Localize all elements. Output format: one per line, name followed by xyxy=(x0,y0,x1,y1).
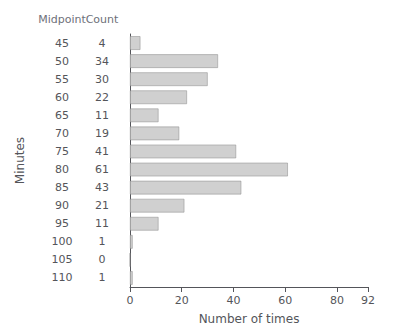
svg-text:11: 11 xyxy=(95,217,109,230)
svg-text:Number of times: Number of times xyxy=(199,312,300,326)
svg-text:95: 95 xyxy=(55,217,69,230)
svg-text:110: 110 xyxy=(52,271,73,284)
svg-text:20: 20 xyxy=(175,294,189,307)
svg-text:75: 75 xyxy=(55,145,69,158)
svg-text:Minutes: Minutes xyxy=(13,137,27,184)
svg-text:80: 80 xyxy=(330,294,344,307)
svg-text:60: 60 xyxy=(55,91,69,104)
svg-text:4: 4 xyxy=(99,37,106,50)
svg-text:22: 22 xyxy=(95,91,109,104)
svg-text:43: 43 xyxy=(95,181,109,194)
svg-text:70: 70 xyxy=(55,127,69,140)
svg-text:Midpoint: Midpoint xyxy=(38,13,86,26)
svg-text:45: 45 xyxy=(55,37,69,50)
svg-text:60: 60 xyxy=(278,294,292,307)
svg-text:92: 92 xyxy=(361,294,375,307)
svg-text:105: 105 xyxy=(52,253,73,266)
svg-text:41: 41 xyxy=(95,145,109,158)
svg-text:80: 80 xyxy=(55,163,69,176)
svg-text:61: 61 xyxy=(95,163,109,176)
svg-text:40: 40 xyxy=(226,294,240,307)
svg-text:55: 55 xyxy=(55,73,69,86)
svg-text:19: 19 xyxy=(95,127,109,140)
svg-text:50: 50 xyxy=(55,55,69,68)
svg-text:1: 1 xyxy=(99,271,106,284)
svg-text:0: 0 xyxy=(99,253,106,266)
svg-text:Count: Count xyxy=(86,13,119,26)
svg-text:100: 100 xyxy=(52,235,73,248)
svg-text:65: 65 xyxy=(55,109,69,122)
svg-text:90: 90 xyxy=(55,199,69,212)
svg-text:1: 1 xyxy=(99,235,106,248)
svg-text:0: 0 xyxy=(127,294,134,307)
svg-text:85: 85 xyxy=(55,181,69,194)
svg-text:34: 34 xyxy=(95,55,109,68)
svg-text:30: 30 xyxy=(95,73,109,86)
svg-text:21: 21 xyxy=(95,199,109,212)
svg-text:11: 11 xyxy=(95,109,109,122)
